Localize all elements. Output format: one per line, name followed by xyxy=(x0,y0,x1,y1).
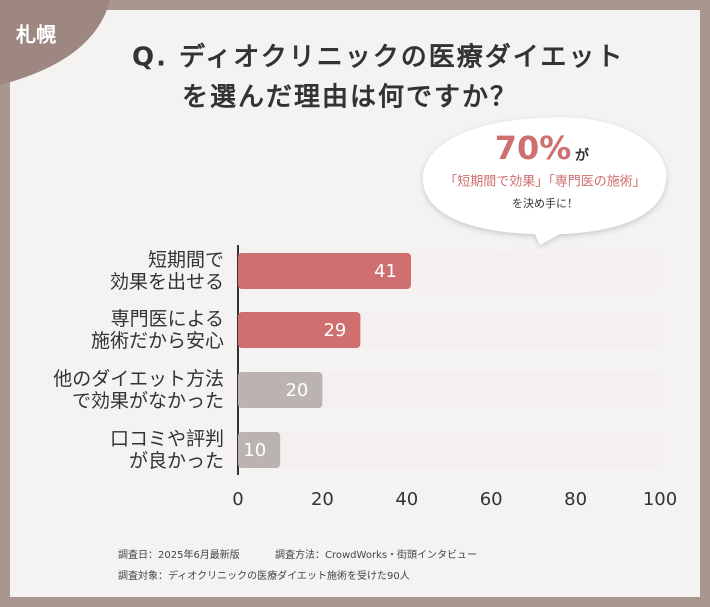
title-line: Q. ディオクリニックの医療ダイエット xyxy=(132,42,624,73)
value-label: 29 xyxy=(323,320,346,341)
bar-track xyxy=(238,432,662,468)
bar xyxy=(238,312,361,348)
annotation-highlight: 70% xyxy=(495,129,572,167)
y-tick-label: 口コミや評判が良かった xyxy=(110,428,224,472)
note: 調査方法：CrowdWorks・街頭インタビュー xyxy=(275,548,477,561)
bar xyxy=(238,432,281,468)
annotation-text: 「短期間で効果」「専門医の施術」 xyxy=(444,175,646,190)
x-tick-label: 60 xyxy=(480,489,503,510)
bar xyxy=(238,372,323,408)
y-tick-label: 短期間で効果を出せる xyxy=(110,249,224,293)
panel xyxy=(10,10,700,597)
annotation-text: が xyxy=(575,147,590,164)
value-label: 41 xyxy=(374,261,397,282)
x-tick-label: 40 xyxy=(395,489,418,510)
value-label: 10 xyxy=(243,440,266,461)
title-line: を選んだ理由は何ですか？ xyxy=(182,83,518,113)
bar xyxy=(238,253,412,289)
y-tick-label: 他のダイエット方法で効果がなかった xyxy=(53,368,224,412)
value-label: 20 xyxy=(285,380,308,401)
bar-track xyxy=(238,372,662,408)
x-tick-label: 80 xyxy=(564,489,587,510)
annotation-text: を決め手に！ xyxy=(512,196,578,210)
y-tick-label: 専門医による施術だから安心 xyxy=(91,308,224,352)
x-tick-label: 20 xyxy=(311,489,334,510)
tag-shape xyxy=(0,0,110,85)
x-tick-label: 0 xyxy=(232,489,243,510)
note: 調査対象：ディオクリニックの医療ダイエット施術を受けた90人 xyxy=(118,569,410,582)
note: 調査日：2025年6月最新版 xyxy=(118,548,240,561)
tag: 札幌 xyxy=(15,23,56,47)
x-tick-label: 100 xyxy=(643,489,677,510)
